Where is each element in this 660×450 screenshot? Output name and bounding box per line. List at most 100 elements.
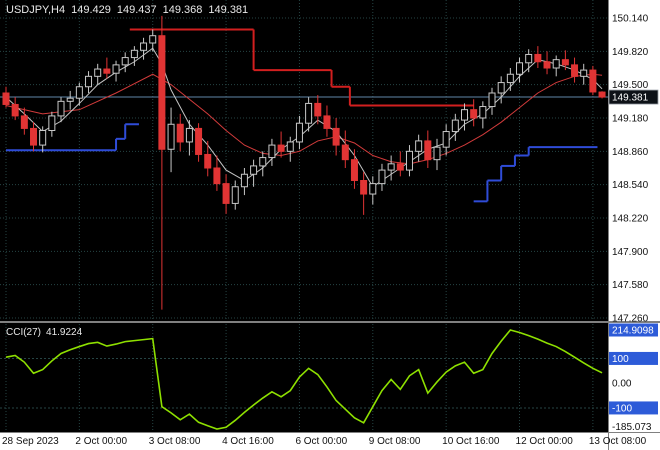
cci-level-box [609, 351, 658, 365]
candle-body [534, 53, 542, 63]
candle-body [158, 35, 166, 150]
candle-body [94, 68, 102, 77]
price-axis-label: 147.900 [612, 247, 649, 258]
candle-body [250, 165, 258, 175]
quote-low: 149.368 [162, 4, 203, 16]
candle-body [140, 42, 148, 51]
candle-body [387, 163, 395, 171]
candle-body [130, 49, 138, 59]
cci-axis-label: 0.00 [612, 379, 632, 390]
candle-body [516, 62, 524, 75]
cci-axis-label: -100 [612, 403, 632, 414]
cci-axis-label: -185.073 [612, 422, 652, 433]
plot-background [0, 0, 608, 432]
time-axis-label: 10 Oct 16:00 [442, 436, 500, 447]
candle-body [470, 109, 478, 119]
candle-body [195, 127, 203, 155]
candle-body [66, 97, 74, 102]
candle-body [571, 64, 579, 77]
candle-body [350, 159, 358, 181]
candle-body [314, 102, 322, 117]
indicator-name: CCI(27) [6, 327, 42, 338]
candle-body [580, 69, 588, 77]
candle-body [277, 144, 285, 152]
cci-axis-label: 100 [612, 354, 629, 365]
indicator-label: CCI(27) 41.9224 [6, 327, 87, 338]
time-axis-label: 9 Oct 08:00 [369, 436, 421, 447]
quote-high: 149.437 [116, 4, 157, 16]
candle-body [39, 129, 47, 146]
candle-body [75, 86, 83, 99]
candle-body [167, 123, 175, 150]
candle-body [589, 69, 597, 93]
candle-body [149, 35, 157, 44]
price-axis-label: 148.860 [612, 147, 649, 158]
time-axis-label: 6 Oct 00:00 [295, 436, 347, 447]
time-axis-label: 12 Oct 00:00 [516, 436, 574, 447]
candle-body [204, 153, 212, 169]
candle-body [424, 140, 432, 161]
candle-body [525, 53, 533, 64]
price-axis-label: 149.180 [612, 113, 649, 124]
time-axis-label: 13 Oct 08:00 [589, 436, 647, 447]
candle-body [341, 144, 349, 161]
current-price-box [608, 89, 659, 105]
time-axis-label: 2 Oct 00:00 [75, 436, 127, 447]
candle-body [360, 179, 368, 195]
time-axis-label: 4 Oct 16:00 [222, 436, 274, 447]
candle-body [268, 144, 276, 159]
candle-body [378, 169, 386, 185]
candle-body [332, 127, 340, 146]
candle-body [231, 186, 239, 204]
current-price-label: 149.381 [612, 93, 649, 104]
candle-body [488, 92, 496, 108]
candle-body [442, 131, 450, 148]
candle-body [11, 103, 19, 117]
candle-body [295, 122, 303, 143]
price-axis-label: 149.500 [612, 80, 649, 91]
candle-body [121, 57, 129, 66]
candle-body [176, 123, 184, 143]
cci-level-box [609, 401, 658, 415]
candle-body [85, 75, 93, 88]
quote-header: USDJPY,H4 149.429 149.437 149.368 149.381 [6, 4, 254, 16]
candle-body [405, 150, 413, 171]
candle-body [323, 115, 331, 129]
candle-body [222, 183, 230, 204]
candle-body [433, 146, 441, 161]
candle-body [112, 64, 120, 74]
candle-body [369, 183, 377, 195]
price-axis-label: 148.540 [612, 180, 649, 191]
candle-body [598, 91, 606, 98]
candle-body [497, 82, 505, 94]
price-axis-label: 150.140 [612, 14, 649, 25]
candle-body [240, 173, 248, 188]
candle-body [552, 59, 560, 69]
price-axis-label: 147.260 [612, 313, 649, 324]
time-axis-label: 28 Sep 2023 [2, 436, 59, 447]
quote-open: 149.429 [71, 4, 111, 16]
price-axis-label: 148.220 [612, 213, 649, 224]
candle-body [2, 92, 10, 105]
candle-body [305, 102, 313, 124]
indicator-value: 41.9224 [46, 327, 83, 338]
candle-body [57, 100, 65, 117]
cci-line [5, 329, 603, 430]
price-axis-label: 147.580 [612, 280, 649, 291]
candle-body [461, 109, 468, 121]
candle-body [561, 59, 569, 66]
candle-body [543, 61, 551, 69]
candle-body [30, 127, 38, 146]
candle-body [451, 119, 459, 133]
candle-body [20, 115, 28, 129]
candle-body [479, 106, 487, 119]
cci-axis-label: 214.9098 [612, 326, 654, 337]
candle-body [213, 167, 221, 185]
candle-body [506, 73, 514, 84]
quote-close: 149.381 [208, 4, 249, 16]
candle-body [48, 115, 56, 131]
candle-body [396, 163, 404, 171]
cci-level-box [609, 323, 658, 337]
